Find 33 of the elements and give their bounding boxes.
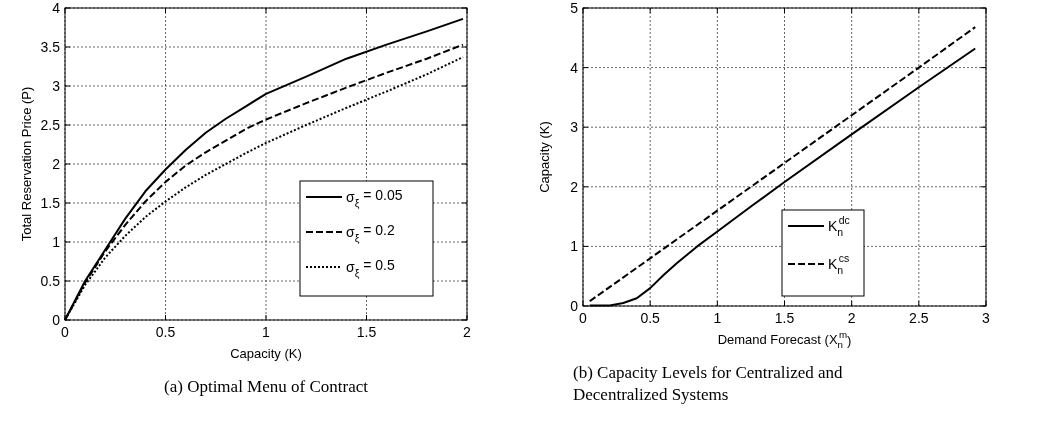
y-axis-title: Total Reservation Price (P) — [19, 86, 34, 242]
y-tick-label: 1 — [52, 234, 61, 250]
text: (b) Capacity Levels for Centralized and Decentralized Systems — [573, 363, 844, 404]
x-tick-label: 1.5 — [774, 310, 795, 326]
x-tick-label: 0.5 — [640, 310, 661, 326]
y-tick-label: 2 — [570, 178, 579, 195]
y-tick-label: 2 — [52, 156, 61, 172]
x-tick-label: 1 — [713, 310, 722, 326]
x-tick-label: 3 — [982, 310, 991, 326]
y-tick-label: 1.5 — [40, 195, 61, 211]
y-axis-title: Capacity (K) — [537, 121, 552, 193]
x-axis-title: Capacity (K) — [230, 346, 302, 361]
legend-label: σ$_{ξ}$ = 0.2 — [346, 222, 395, 244]
x-axis-title: Demand Forecast (X$_{n}$$^{m}$) — [717, 328, 852, 351]
y-tick-label: 3 — [570, 119, 579, 136]
legend-label: σ$_{ξ}$ = 0.5 — [346, 257, 395, 279]
x-tick-label: 2 — [847, 310, 856, 326]
y-tick-label: 3 — [52, 78, 61, 94]
y-tick-label: 2.5 — [40, 117, 61, 133]
x-tick-label: 1 — [262, 324, 271, 340]
x-tick-label: 0.5 — [155, 324, 176, 340]
x-tick-label: 1.5 — [356, 324, 377, 340]
y-tick-label: 0.5 — [40, 273, 61, 289]
x-tick-label: 2.5 — [909, 310, 929, 326]
y-tick-label: 0 — [570, 298, 579, 314]
y-tick-label: 3.5 — [40, 39, 61, 55]
text: (a) Optimal Menu of Contract — [164, 377, 369, 396]
y-tick-label: 4 — [52, 0, 61, 16]
legend-label: σ$_{ξ}$ = 0.05 — [346, 187, 403, 209]
x-tick-label: 2 — [463, 324, 472, 340]
y-tick-label: 1 — [570, 238, 579, 255]
y-tick-label: 5 — [570, 0, 579, 16]
y-tick-label: 4 — [570, 59, 579, 76]
